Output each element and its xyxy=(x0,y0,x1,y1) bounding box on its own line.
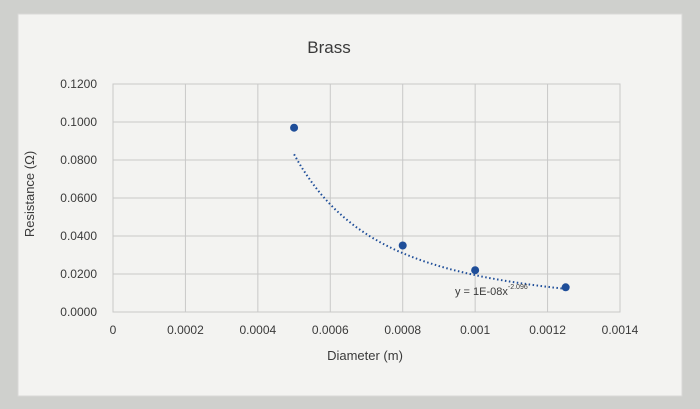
marks xyxy=(290,123,570,292)
y-tick-label: 0.0600 xyxy=(60,191,97,205)
labels: Brass Diameter (m) Resistance (Ω) y = 1E… xyxy=(22,38,528,363)
x-tick-label: 0.0012 xyxy=(529,323,566,337)
y-tick-label: 0.0000 xyxy=(60,305,97,319)
data-point xyxy=(398,241,407,250)
y-tick-label: 0.0800 xyxy=(60,153,97,167)
x-tick-label: 0.0014 xyxy=(602,323,639,337)
chart-area xyxy=(17,13,683,397)
trendline-equation-exponent: -2.096 xyxy=(508,284,528,291)
data-point xyxy=(471,266,480,275)
data-point xyxy=(290,123,299,132)
y-tick-label: 0.1000 xyxy=(60,115,97,129)
x-tick-label: 0 xyxy=(110,323,117,337)
x-tick-label: 0.001 xyxy=(460,323,490,337)
trendline-equation-base: y = 1E-08x xyxy=(455,286,508,298)
grid: 0.0000 0.0200 0.0400 0.0600 0.0800 0.1000 0.12… xyxy=(60,77,638,337)
x-tick-label: 0.0002 xyxy=(167,323,204,337)
y-tick-label: 0.0200 xyxy=(60,267,97,281)
y-tick-label: 0.1200 xyxy=(60,77,97,91)
chart-title: Brass xyxy=(307,38,350,57)
x-tick-label: 0.0008 xyxy=(384,323,421,337)
x-axis-label: Diameter (m) xyxy=(327,348,403,363)
y-tick-label: 0.0400 xyxy=(60,229,97,243)
data-point xyxy=(561,283,570,292)
x-tick-label: 0.0006 xyxy=(312,323,349,337)
x-tick-label: 0.0004 xyxy=(240,323,277,337)
y-axis-label: Resistance (Ω) xyxy=(22,151,37,237)
trendline-equation: y = 1E-08x-2.096 xyxy=(455,284,528,298)
